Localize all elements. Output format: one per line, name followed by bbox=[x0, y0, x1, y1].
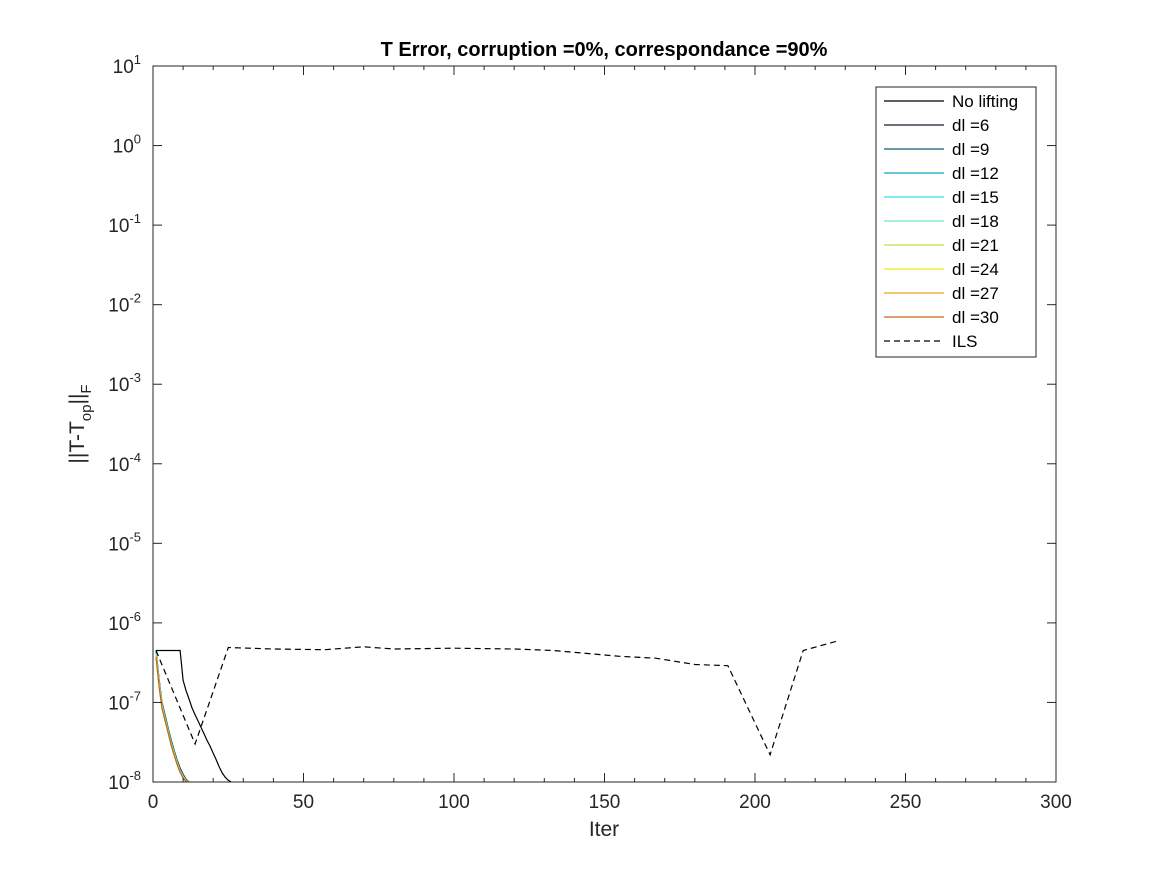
y-tick-label-8: 10-7 bbox=[108, 688, 141, 714]
y-tick-label-2: 10-1 bbox=[108, 211, 141, 237]
y-tick-label-1: 100 bbox=[113, 132, 141, 158]
legend-label-4: dl =15 bbox=[952, 188, 999, 207]
y-tick-label-6: 10-5 bbox=[108, 529, 141, 555]
y-tick-label-0: 101 bbox=[113, 52, 141, 78]
y-tick-label-5: 10-4 bbox=[108, 450, 141, 476]
y-tick-label-4: 10-3 bbox=[108, 370, 141, 396]
x-tick-label-1: 50 bbox=[293, 792, 314, 813]
legend-label-6: dl =21 bbox=[952, 236, 999, 255]
chart-title: T Error, corruption =0%, correspondance … bbox=[381, 39, 828, 61]
x-tick-label-0: 0 bbox=[148, 792, 159, 813]
y-tick-label-7: 10-6 bbox=[108, 609, 141, 635]
y-axis-label-sub-op: op bbox=[78, 405, 95, 422]
y-axis-label: ||T-Top||F bbox=[66, 384, 95, 463]
legend-label-1: dl =6 bbox=[952, 116, 989, 135]
legend-label-2: dl =9 bbox=[952, 140, 989, 159]
y-axis-label-bars: || bbox=[66, 394, 89, 405]
y-tick-label-9: 10-8 bbox=[108, 768, 141, 794]
legend-label-0: No lifting bbox=[952, 92, 1018, 111]
plot-frame bbox=[152, 65, 1057, 783]
series-line-0 bbox=[156, 649, 232, 782]
legend-label-5: dl =18 bbox=[952, 212, 999, 231]
legend-label-3: dl =12 bbox=[952, 164, 999, 183]
x-tick-label-3: 150 bbox=[589, 792, 621, 813]
y-axis-label-main: ||T-T bbox=[66, 421, 89, 464]
y-axis-label-sub-f: F bbox=[78, 384, 95, 393]
legend-label-10: ILS bbox=[952, 332, 978, 351]
x-tick-labels: 0 50 100 150 200 250 300 bbox=[148, 792, 1072, 813]
series-line-10 bbox=[155, 639, 840, 757]
legend-box bbox=[875, 86, 1037, 358]
legend: No lifting dl =6 dl =9 dl =12 dl =15 dl =18 dl… bbox=[875, 86, 1037, 358]
y-tick-labels: 101 100 10-1 10-2 10-3 10-4 10-5 10-6 10-7 10-8 bbox=[108, 52, 141, 794]
legend-label-9: dl =30 bbox=[952, 308, 999, 327]
x-tick-label-6: 300 bbox=[1040, 792, 1072, 813]
legend-label-8: dl =27 bbox=[952, 284, 999, 303]
y-tick-label-3: 10-2 bbox=[108, 291, 141, 317]
x-axis-label: Iter bbox=[589, 818, 619, 841]
x-tick-label-5: 250 bbox=[890, 792, 922, 813]
x-tick-label-2: 100 bbox=[438, 792, 470, 813]
legend-label-7: dl =24 bbox=[952, 260, 999, 279]
x-tick-label-4: 200 bbox=[739, 792, 771, 813]
